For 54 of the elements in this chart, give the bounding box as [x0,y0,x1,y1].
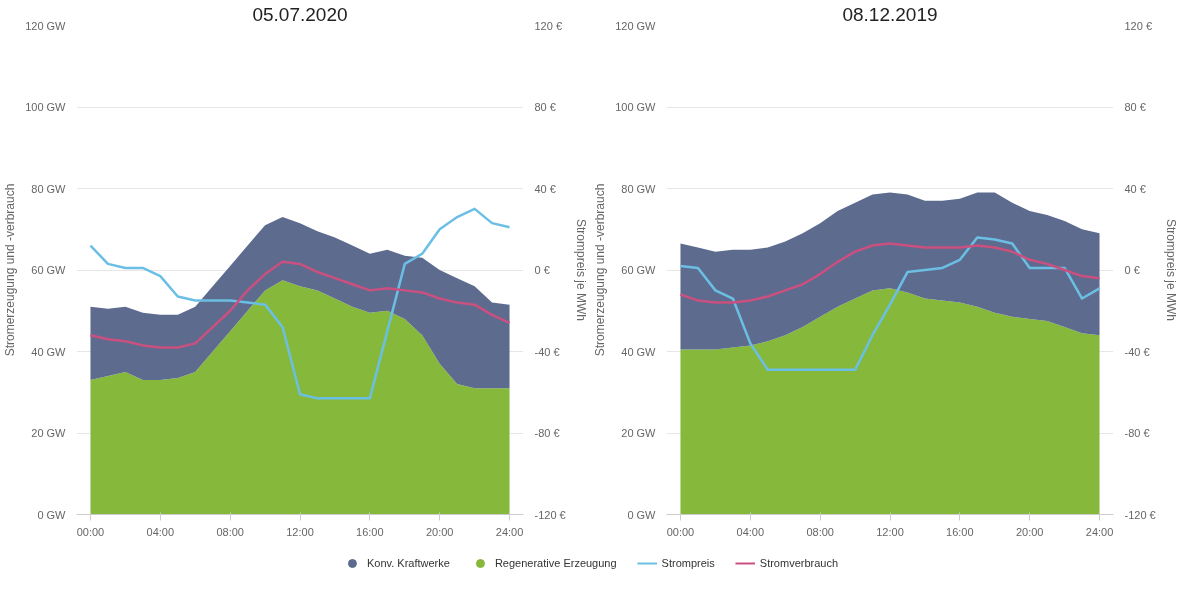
x-tick-label: 24:00 [495,525,524,538]
legend-label: Stromverbrauch [759,556,839,569]
x-tick-label: 16:00 [356,525,384,538]
x-tick-label: 12:00 [876,525,904,538]
y-tick-label: 40 GW [31,345,67,358]
x-tick-label: 20:00 [1015,525,1044,538]
y-tick-label: 80 GW [621,182,657,195]
x-tick-label: 04:00 [146,525,175,538]
x-tick-label: 04:00 [736,525,765,538]
x-tick-label: 00:00 [666,525,695,538]
y-tick-label: 80 GW [31,182,67,195]
y-axis-title: Stromerzeugung und -verbrauch [3,183,18,357]
y-tick-label: 20 GW [621,427,657,439]
x-tick-label: 16:00 [946,525,974,538]
line-series [679,242,1101,304]
y-axis-title: Stromerzeugung und -verbrauch [593,183,608,357]
y2-tick-label: -40 € [1124,345,1150,358]
y2-tick-label: -40 € [534,345,560,358]
y-tick-label: 100 GW [25,101,67,113]
legend-label: Konv. Kraftwerke [366,556,450,569]
y2-tick-label: 0 € [534,264,550,276]
y2-tick-label: -120 € [1124,508,1156,521]
y2-tick-label: -80 € [534,427,560,439]
y2-tick-label: 80 € [534,101,556,113]
y-tick-label: 60 GW [31,264,67,276]
y2-tick-label: 40 € [534,182,556,195]
chart-title: 05.07.2020 [252,3,348,25]
legend-label: Strompreis [661,556,715,569]
legend-label: Regenerative Erzeugung [494,556,617,569]
x-tick-label: 12:00 [286,525,314,538]
y-tick-label: 100 GW [615,101,657,113]
y-tick-label: 0 GW [627,508,657,521]
x-tick-label: 08:00 [806,525,834,538]
chart-title: 08.12.2019 [842,3,938,25]
x-tick-label: 20:00 [425,525,454,538]
y-tick-label: 20 GW [31,427,67,439]
y2-axis-title: Strompreis je MWh [1163,218,1178,322]
y-tick-label: 0 GW [37,508,67,521]
y2-axis-title: Strompreis je MWh [573,218,588,322]
y2-tick-label: 120 € [534,19,563,32]
y2-tick-label: 80 € [1124,101,1146,113]
y-tick-label: 120 GW [615,19,657,32]
line-series [89,260,511,349]
y2-tick-label: 0 € [1124,264,1140,276]
y2-tick-label: 120 € [1124,19,1153,32]
y2-tick-label: -80 € [1124,427,1150,439]
x-tick-label: 08:00 [216,525,244,538]
y2-tick-label: 40 € [1124,182,1146,195]
x-tick-label: 24:00 [1085,525,1114,538]
y-tick-label: 60 GW [621,264,657,276]
y-tick-label: 120 GW [25,19,67,32]
y-tick-label: 40 GW [621,345,657,358]
y2-tick-label: -120 € [534,508,566,521]
x-tick-label: 00:00 [76,525,105,538]
